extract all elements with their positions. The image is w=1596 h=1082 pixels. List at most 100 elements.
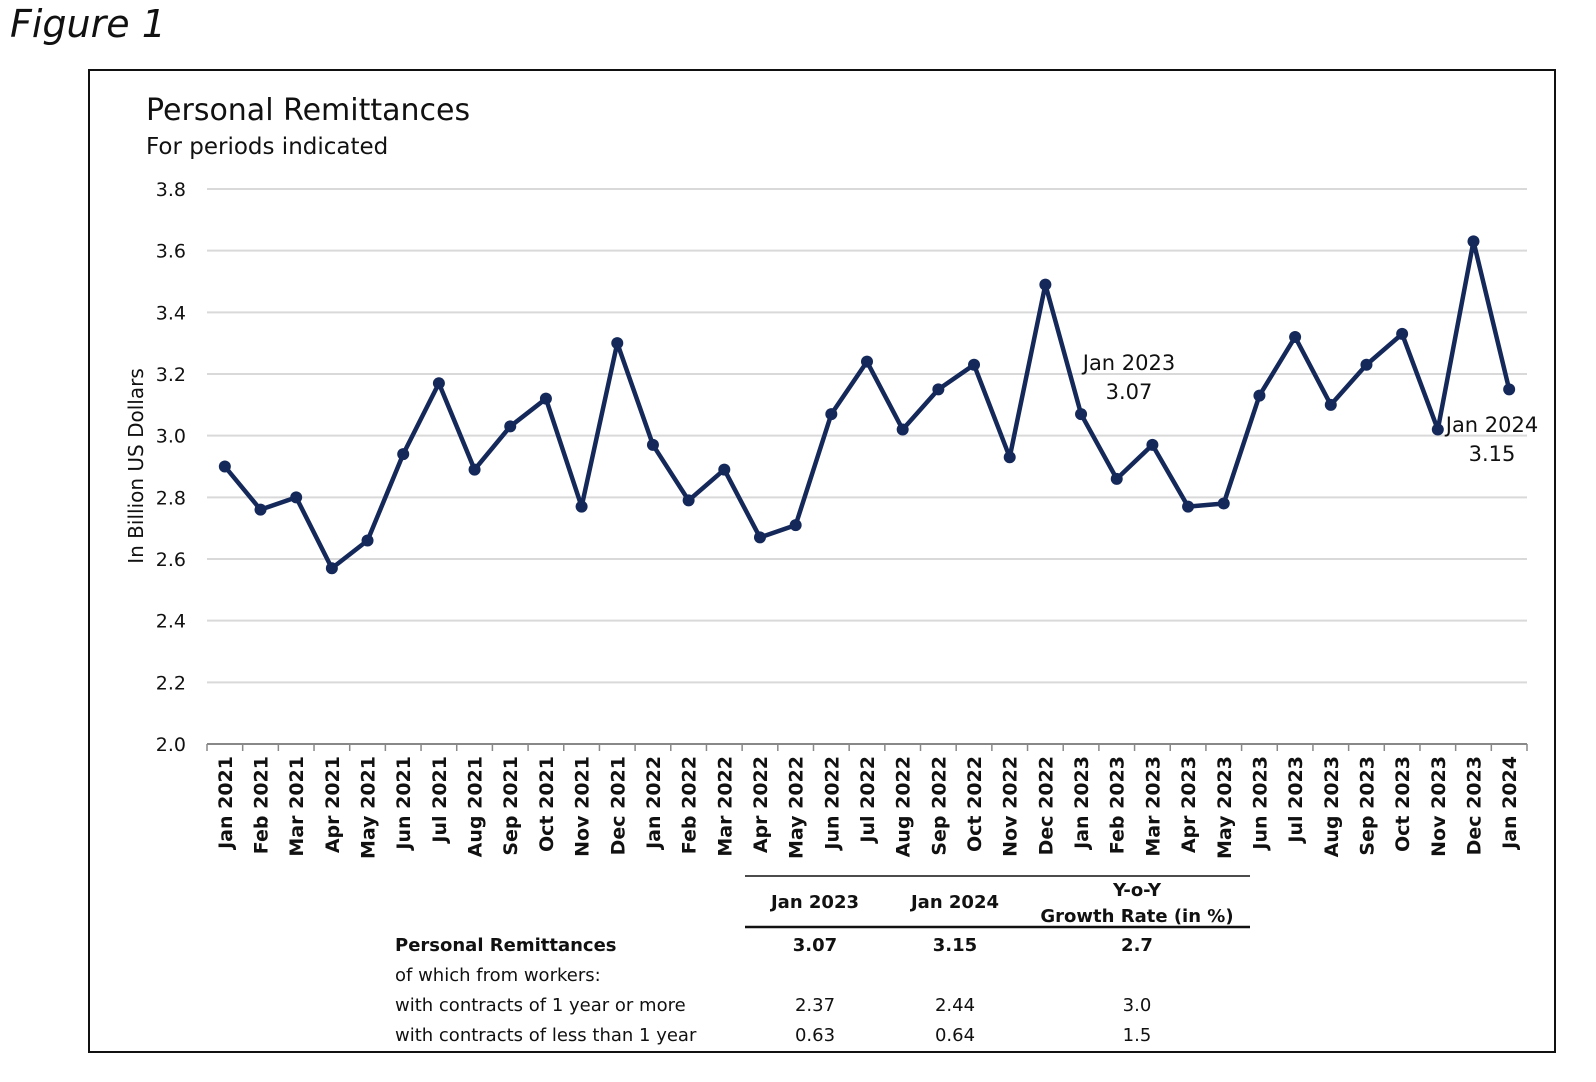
y-tick-label: 2.6	[156, 549, 186, 571]
data-point	[1110, 472, 1123, 485]
data-point	[1324, 398, 1337, 411]
x-tick-label: Dec 2021	[607, 756, 629, 855]
x-tick-label: Aug 2023	[1321, 756, 1343, 857]
data-point	[361, 534, 374, 547]
y-tick-label: 2.4	[156, 611, 186, 633]
x-tick-label: Jun 2023	[1249, 756, 1271, 852]
data-point	[254, 503, 267, 516]
y-tick-label: 2.8	[156, 487, 186, 509]
table-cell: 2.7	[1121, 935, 1153, 956]
x-tick-label: Feb 2022	[679, 756, 701, 854]
data-point	[1075, 408, 1088, 421]
data-point	[290, 491, 303, 504]
data-point	[1431, 423, 1444, 436]
table-cell: 1.5	[1123, 1025, 1152, 1046]
table-cell: 0.64	[935, 1025, 975, 1046]
data-point	[611, 337, 624, 350]
x-tick-label: Mar 2021	[286, 756, 308, 857]
x-tick-label: Jul 2022	[857, 756, 879, 845]
data-point	[1146, 438, 1159, 451]
y-tick-label: 3.6	[156, 241, 186, 263]
data-point	[789, 519, 802, 532]
table-cell: 2.44	[935, 995, 975, 1016]
x-tick-label: Jan 2024	[1499, 756, 1521, 851]
data-point	[1503, 383, 1516, 396]
figure-label: Figure 1	[10, 2, 166, 46]
data-point	[861, 355, 873, 368]
y-axis-label: In Billion US Dollars	[124, 368, 148, 564]
data-point	[468, 463, 481, 476]
x-tick-label: Aug 2022	[893, 756, 915, 857]
x-tick-label: May 2023	[1214, 756, 1236, 859]
data-point	[753, 531, 766, 544]
x-tick-label: Sep 2021	[500, 756, 522, 856]
y-tick-label: 2.2	[156, 672, 186, 694]
data-point	[1217, 497, 1230, 510]
table-header: Y-o-Y	[1112, 880, 1162, 901]
x-tick-label: Jan 2023	[1071, 756, 1093, 851]
data-point	[1467, 235, 1480, 248]
x-tick-label: Jun 2021	[393, 756, 415, 852]
data-point	[1396, 327, 1409, 340]
data-point	[1360, 358, 1373, 371]
chart-title: Personal Remittances	[146, 93, 470, 128]
data-point	[1253, 389, 1266, 402]
x-tick-label: Dec 2022	[1035, 756, 1057, 855]
data-point	[1289, 331, 1302, 343]
data-point	[1039, 278, 1052, 291]
table-cell: 3.07	[793, 935, 837, 956]
table-row-label: with contracts of 1 year or more	[395, 995, 686, 1016]
x-tick-label: Aug 2021	[465, 756, 487, 857]
x-tick-label: Jan 2022	[643, 756, 665, 851]
x-tick-label: Mar 2022	[714, 756, 736, 857]
y-tick-label: 3.8	[156, 179, 186, 201]
table-header: Jan 2023	[769, 892, 859, 913]
table-header: Growth Rate (in %)	[1040, 906, 1233, 927]
x-tick-label: Jan 2021	[215, 756, 237, 851]
annotation-value: 3.07	[1106, 380, 1153, 404]
x-tick-label: Sep 2022	[928, 756, 950, 856]
data-point	[432, 377, 445, 390]
annotation-label: Jan 2024	[1444, 413, 1539, 437]
table-cell: 2.37	[795, 995, 835, 1016]
table-cell: 3.15	[933, 935, 977, 956]
x-tick-label: Feb 2021	[251, 756, 273, 854]
x-tick-label: Mar 2023	[1142, 756, 1164, 857]
x-tick-label: Dec 2023	[1463, 756, 1485, 855]
data-point	[896, 423, 909, 436]
x-tick-label: Apr 2021	[322, 756, 344, 853]
data-point	[218, 460, 231, 473]
table-cell: 3.0	[1123, 995, 1152, 1016]
table-header: Jan 2024	[909, 892, 999, 913]
data-point	[646, 438, 659, 451]
data-point	[325, 562, 338, 575]
y-tick-label: 2.0	[156, 734, 186, 756]
table-row-label: with contracts of less than 1 year	[395, 1025, 697, 1046]
chart-subtitle: For periods indicated	[146, 134, 388, 160]
data-point	[932, 383, 945, 396]
data-point	[575, 500, 588, 513]
x-tick-label: Oct 2023	[1392, 756, 1414, 852]
data-point	[539, 392, 552, 405]
x-tick-label: Apr 2022	[750, 756, 772, 853]
y-tick-label: 3.0	[156, 426, 186, 448]
y-tick-label: 3.2	[156, 364, 186, 386]
data-point	[1003, 451, 1016, 464]
data-point	[397, 448, 410, 461]
data-point	[1182, 500, 1195, 513]
summary-table: Jan 2023 Jan 2024 Y-o-Y Growth Rate (in %) P…	[395, 875, 1250, 1046]
x-tick-label: Oct 2022	[964, 756, 986, 852]
x-tick-label: May 2022	[786, 756, 808, 859]
figure-frame	[88, 69, 1556, 1053]
data-point	[968, 358, 981, 371]
x-tick-label: Jun 2022	[821, 756, 843, 852]
data-point	[718, 463, 731, 476]
data-point	[504, 420, 517, 433]
y-tick-label: 3.4	[156, 302, 186, 324]
x-tick-label: Nov 2022	[1000, 756, 1022, 857]
x-tick-label: Jul 2021	[429, 756, 451, 845]
data-point	[825, 408, 838, 421]
x-tick-label: Nov 2023	[1428, 756, 1450, 857]
x-tick-label: Apr 2023	[1178, 756, 1200, 853]
